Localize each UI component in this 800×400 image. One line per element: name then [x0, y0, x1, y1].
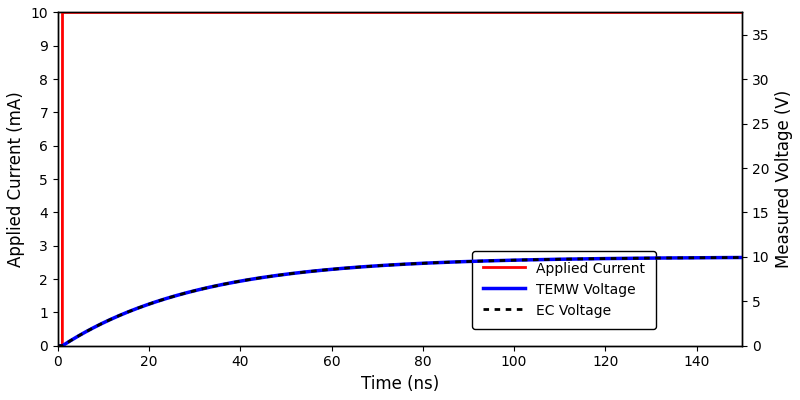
Legend: Applied Current, TEMW Voltage, EC Voltage: Applied Current, TEMW Voltage, EC Voltag…	[472, 251, 656, 329]
Y-axis label: Applied Current (mA): Applied Current (mA)	[7, 91, 25, 267]
X-axis label: Time (ns): Time (ns)	[361, 375, 439, 393]
Y-axis label: Measured Voltage (V): Measured Voltage (V)	[775, 90, 793, 268]
